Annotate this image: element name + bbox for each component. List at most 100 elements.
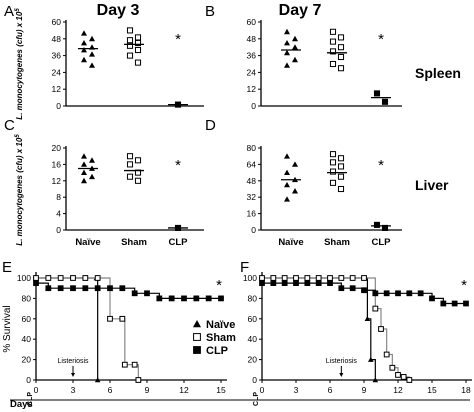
data-point [329, 159, 337, 166]
y-tick-label: 16 [52, 159, 62, 169]
survival-point [383, 351, 390, 358]
data-point [329, 168, 337, 175]
y-tick-label: 40 [22, 334, 32, 344]
data-point [337, 34, 345, 41]
survival-point [94, 377, 101, 383]
y-tick-label: 32 [247, 192, 257, 202]
data-point [126, 153, 134, 160]
survival-point [45, 275, 52, 281]
panel-letter-f: F [240, 259, 249, 276]
survival-point [218, 295, 224, 302]
y-tick-label: 0 [26, 375, 31, 385]
x-tick-label: 6 [108, 385, 113, 395]
survival-point [327, 275, 333, 281]
y-tick-label: 8 [56, 192, 61, 202]
legend-marker [193, 333, 201, 341]
data-point [292, 35, 298, 42]
data-point [337, 173, 345, 180]
data-point [126, 161, 134, 168]
y-tick-label: 64 [247, 159, 257, 169]
data-point [134, 34, 142, 41]
panel-letter-a: A [4, 3, 14, 20]
y-tick-label: 0 [56, 101, 61, 111]
data-point [284, 196, 290, 202]
survival-point [57, 275, 64, 281]
data-point [284, 40, 290, 46]
x-tick-label: 0 [260, 385, 265, 395]
significance-star: * [175, 31, 181, 48]
y-tick-label: 0 [251, 101, 256, 111]
y-tick-label: 100 [243, 273, 257, 283]
data-point [337, 185, 345, 193]
survival-point [270, 280, 277, 286]
y-tick-label: 12 [247, 84, 257, 94]
data-point [337, 53, 345, 61]
survival-point [57, 285, 64, 292]
x-tick-label: 15 [427, 385, 437, 395]
survival-point [364, 316, 371, 322]
survival-point [372, 290, 379, 297]
significance-star: * [216, 277, 222, 294]
survival-point [181, 295, 187, 302]
survival-point [107, 285, 113, 292]
survival-point [270, 275, 277, 281]
category-label: Naïve [278, 237, 303, 248]
x-tick-label: 0 [34, 385, 39, 395]
data-point [329, 179, 337, 186]
legend-marker [193, 320, 201, 328]
data-point [134, 59, 142, 66]
y-tick-label: 12 [52, 84, 62, 94]
data-point [337, 65, 345, 72]
category-label: CLP [372, 237, 392, 248]
data-point [284, 153, 290, 159]
survival-point [70, 285, 76, 292]
x-tick-label: 12 [393, 385, 403, 395]
survival-point [94, 285, 101, 292]
data-point [373, 90, 381, 97]
y-tick-label: 12 [52, 176, 62, 186]
data-point [284, 181, 290, 188]
listeriosis-label: Listeriosis [326, 358, 358, 365]
survival-point [389, 364, 396, 371]
data-point [134, 177, 142, 184]
data-point [126, 52, 134, 59]
data-point [329, 151, 337, 158]
data-point [292, 188, 298, 194]
y-tick-label: 20 [248, 355, 258, 365]
survival-point [417, 290, 424, 297]
data-point [126, 173, 134, 180]
listeriosis-arrowhead [339, 373, 344, 377]
category-label: Naïve [75, 237, 100, 248]
legend-label: Sham [206, 332, 236, 344]
survival-point [429, 295, 435, 302]
survival-point [361, 287, 367, 294]
y-tick-label: 0 [56, 225, 61, 235]
panel-letter-d: D [205, 117, 216, 134]
survival-point [119, 315, 126, 322]
y-tick-label: 24 [247, 67, 257, 77]
data-point [337, 163, 345, 170]
y-tick-label: 0 [252, 375, 257, 385]
survival-point [82, 275, 89, 281]
x-axis-label: Days [10, 399, 33, 410]
y-tick-label: 24 [52, 67, 62, 77]
x-tick-label: 18 [461, 385, 471, 395]
data-point [126, 27, 134, 34]
survival-point [70, 275, 76, 281]
spleen-label: Spleen [415, 65, 461, 81]
data-point [89, 51, 95, 57]
y-tick-label: 100 [17, 273, 31, 283]
survival-point [293, 280, 299, 286]
y-axis-label-e: % Survival [2, 305, 13, 352]
category-label: Sham [121, 237, 147, 248]
survival-point [451, 300, 458, 307]
y-axis-label-c: L. monocytogenes (cfu) x 105 [15, 134, 24, 246]
survival-point [33, 275, 39, 281]
panel-letter-c: C [4, 117, 15, 134]
y-tick-label: 16 [247, 209, 257, 219]
survival-point [395, 290, 401, 297]
survival-point [395, 372, 401, 378]
survival-point [168, 295, 175, 302]
